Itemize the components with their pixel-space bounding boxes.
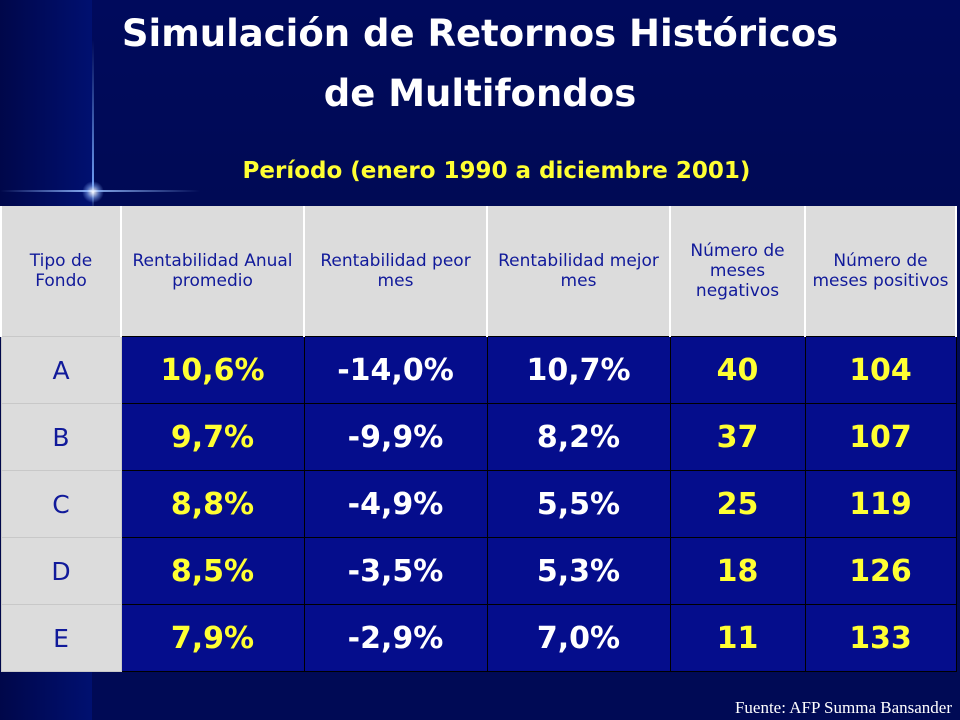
rentabilidad-anual-cell: 9,7% xyxy=(120,403,305,471)
peor-mes-cell: -9,9% xyxy=(303,403,488,471)
light-flare-vertical xyxy=(92,40,94,210)
meses-positivos-cell: 126 xyxy=(804,537,957,605)
title-line-1: Simulación de Retornos Históricos xyxy=(121,12,839,55)
meses-positivos-cell: 107 xyxy=(804,403,957,471)
mejor-mes-cell: 10,7% xyxy=(486,336,671,404)
peor-mes-cell: -4,9% xyxy=(303,470,488,538)
meses-negativos-cell: 11 xyxy=(669,604,806,672)
rentabilidad-anual-cell: 7,9% xyxy=(120,604,305,672)
meses-negativos-cell: 37 xyxy=(669,403,806,471)
mejor-mes-cell: 8,2% xyxy=(486,403,671,471)
fondo-label: E xyxy=(0,604,122,672)
fondo-label: C xyxy=(0,470,122,538)
table-row: B 9,7% -9,9% 8,2% 37 107 xyxy=(0,403,957,471)
header-rentabilidad-anual: Rentabilidad Anual promedio xyxy=(120,206,305,337)
header-meses-positivos: Número de meses positivos xyxy=(804,206,957,337)
meses-negativos-cell: 18 xyxy=(669,537,806,605)
fondo-label: B xyxy=(0,403,122,471)
period-subtitle: Período (enero 1990 a diciembre 2001) xyxy=(242,158,751,184)
meses-negativos-cell: 25 xyxy=(669,470,806,538)
meses-positivos-cell: 119 xyxy=(804,470,957,538)
meses-positivos-cell: 104 xyxy=(804,336,957,404)
header-rentabilidad-mejor-mes: Rentabilidad mejor mes xyxy=(486,206,671,337)
background-band xyxy=(0,0,960,200)
meses-negativos-cell: 40 xyxy=(669,336,806,404)
mejor-mes-cell: 5,5% xyxy=(486,470,671,538)
peor-mes-cell: -3,5% xyxy=(303,537,488,605)
source-note: Fuente: AFP Summa Bansander xyxy=(734,698,952,717)
table-header-row: Tipo de Fondo Rentabilidad Anual promedi… xyxy=(0,206,957,337)
table-row: D 8,5% -3,5% 5,3% 18 126 xyxy=(0,537,957,605)
header-rentabilidad-peor-mes: Rentabilidad peor mes xyxy=(303,206,488,337)
peor-mes-cell: -2,9% xyxy=(303,604,488,672)
header-tipo-fondo: Tipo de Fondo xyxy=(0,206,122,337)
table-row: E 7,9% -2,9% 7,0% 11 133 xyxy=(0,604,957,672)
returns-table: Tipo de Fondo Rentabilidad Anual promedi… xyxy=(0,206,957,672)
meses-positivos-cell: 133 xyxy=(804,604,957,672)
slide-title: Simulación de Retornos Históricos de Mul… xyxy=(0,4,960,124)
rentabilidad-anual-cell: 8,8% xyxy=(120,470,305,538)
fondo-label: A xyxy=(0,336,122,404)
header-meses-negativos: Número de meses negativos xyxy=(669,206,806,337)
title-line-2: de Multifondos xyxy=(323,72,637,115)
table-row: C 8,8% -4,9% 5,5% 25 119 xyxy=(0,470,957,538)
rentabilidad-anual-cell: 8,5% xyxy=(120,537,305,605)
fondo-label: D xyxy=(0,537,122,605)
table-row: A 10,6% -14,0% 10,7% 40 104 xyxy=(0,336,957,404)
mejor-mes-cell: 7,0% xyxy=(486,604,671,672)
mejor-mes-cell: 5,3% xyxy=(486,537,671,605)
light-flare-center xyxy=(82,181,104,203)
rentabilidad-anual-cell: 10,6% xyxy=(120,336,305,404)
peor-mes-cell: -14,0% xyxy=(303,336,488,404)
